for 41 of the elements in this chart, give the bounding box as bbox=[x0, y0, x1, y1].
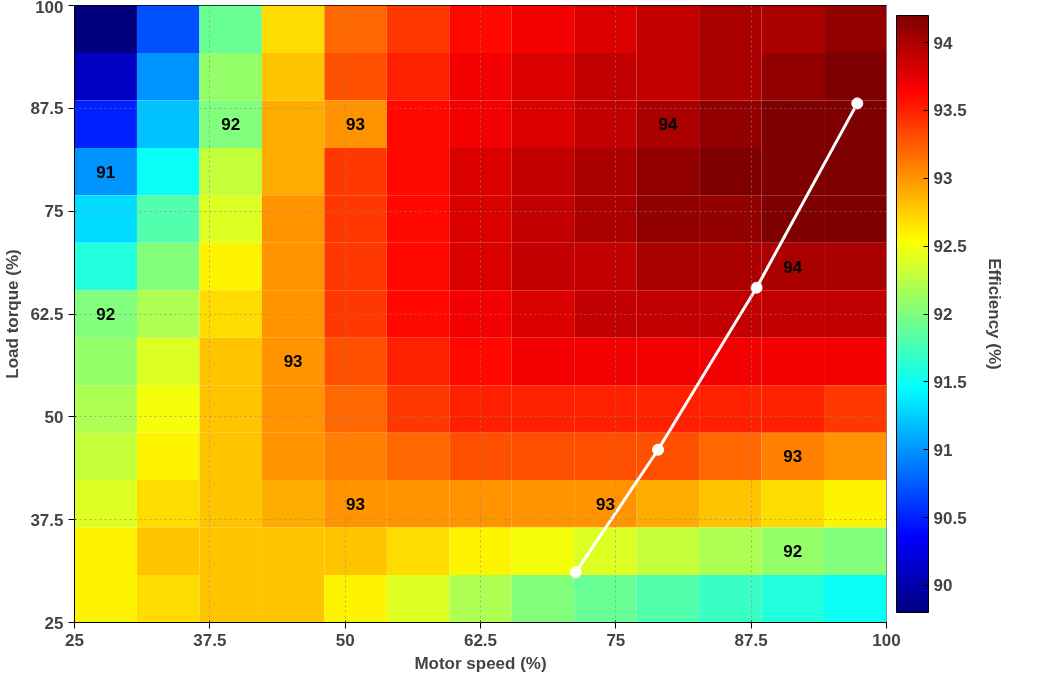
data-label: 92 bbox=[221, 115, 241, 135]
point bbox=[851, 97, 864, 110]
y-tick-label: 75 bbox=[44, 202, 64, 222]
x-tick-label: 75 bbox=[606, 630, 626, 650]
data-label: 92 bbox=[96, 305, 116, 324]
data-label: 93 bbox=[346, 494, 366, 514]
y-tick-label: 87.5 bbox=[30, 99, 64, 119]
data-label: 91 bbox=[96, 162, 116, 182]
x-tick-label: 25 bbox=[65, 630, 84, 650]
y-tick-label: 37.5 bbox=[30, 510, 64, 530]
color-bar-label: 92 bbox=[933, 305, 953, 324]
color-bar-label: 92.5 bbox=[933, 237, 967, 257]
y-tick-label: 50 bbox=[44, 407, 64, 427]
y-tick-label: 62.5 bbox=[30, 305, 64, 324]
x-tick-label: 62.5 bbox=[463, 630, 498, 650]
x-tick-label: 100 bbox=[872, 630, 901, 650]
color-bar-label: 91 bbox=[933, 440, 953, 460]
x-axis-title: Motor speed (%) bbox=[414, 653, 547, 673]
color-bar-label: 91.5 bbox=[933, 372, 967, 392]
data-label: 93 bbox=[346, 115, 366, 135]
x-tick-label: 37.5 bbox=[193, 630, 227, 650]
point bbox=[569, 566, 582, 579]
data-label: 92 bbox=[783, 542, 803, 562]
x-tick-label: 87.5 bbox=[734, 630, 768, 650]
color-bar-label: 94 bbox=[933, 33, 953, 53]
color-bar-label: 90 bbox=[933, 576, 953, 596]
data-label: 93 bbox=[283, 352, 303, 372]
y-tick-label: 100 bbox=[35, 0, 64, 17]
y-tick-label: 25 bbox=[44, 613, 64, 633]
data-label: 93 bbox=[595, 494, 615, 514]
point bbox=[750, 281, 763, 294]
point bbox=[652, 443, 665, 456]
x-tick-label: 50 bbox=[335, 630, 355, 650]
color-bar-label: 93 bbox=[933, 169, 953, 189]
y-axis-title: Load torque (%) bbox=[3, 249, 23, 379]
color-bar-label: 93.5 bbox=[933, 101, 967, 121]
color-bar-label: 90.5 bbox=[933, 508, 967, 528]
data-label: 94 bbox=[783, 257, 803, 277]
data-label: 93 bbox=[783, 447, 803, 467]
data-label: 94 bbox=[658, 115, 678, 135]
color-bar-title: Efficiency (%) bbox=[984, 258, 1004, 370]
